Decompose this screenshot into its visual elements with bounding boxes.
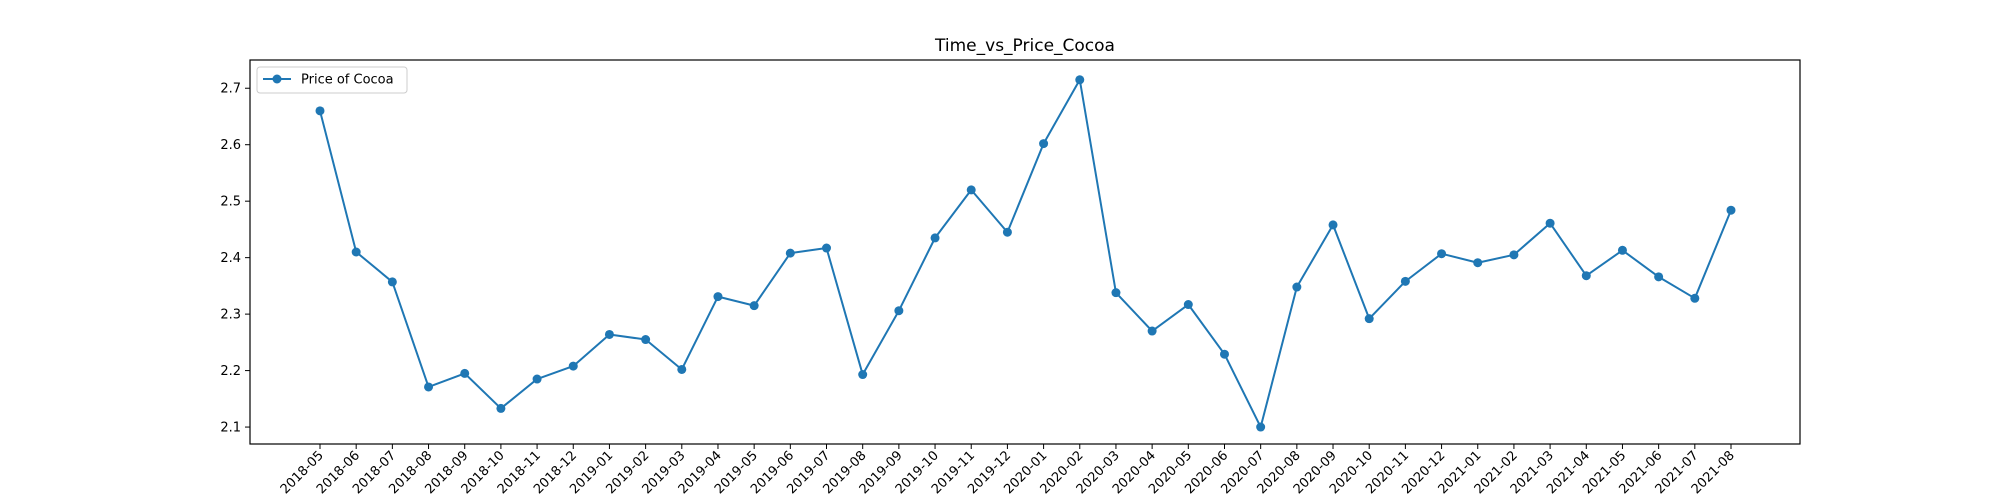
y-tick-label: 2.7: [220, 82, 241, 97]
y-tick-label: 2.1: [220, 421, 241, 436]
y-tick-label: 2.4: [220, 251, 241, 266]
data-point: [315, 106, 325, 116]
data-point: [1219, 349, 1229, 359]
data-point: [496, 403, 506, 413]
y-tick-label: 2.6: [220, 138, 241, 153]
chart-title: Time_vs_Price_Cocoa: [934, 36, 1115, 56]
plot-area-frame: [249, 59, 1801, 445]
data-point: [1292, 282, 1302, 292]
data-point: [1147, 326, 1157, 336]
data-point: [1364, 314, 1374, 324]
data-point: [930, 233, 940, 243]
data-point: [785, 248, 795, 258]
series-line-price-of-cocoa: [319, 78, 1732, 429]
data-point: [1002, 227, 1012, 237]
data-point: [568, 361, 578, 371]
data-point: [713, 292, 723, 302]
x-axis: 2018-052018-062018-072018-082018-092018-…: [278, 444, 1738, 497]
data-point: [894, 306, 904, 316]
series-markers: [315, 75, 1736, 432]
data-point: [1545, 218, 1555, 228]
y-tick-label: 2.3: [220, 308, 241, 323]
data-point: [1509, 250, 1519, 260]
data-point: [1690, 293, 1700, 303]
data-point: [424, 382, 434, 392]
legend-box: [256, 66, 408, 94]
data-point: [1328, 220, 1338, 230]
legend-label: Price of Cocoa: [301, 73, 394, 88]
data-point: [1075, 75, 1085, 85]
data-point: [387, 277, 397, 287]
data-point: [858, 370, 868, 380]
data-point: [1111, 288, 1121, 298]
y-tick-label: 2.5: [220, 195, 241, 210]
data-point: [1617, 245, 1627, 255]
data-point: [1039, 139, 1049, 149]
data-point: [1726, 205, 1736, 215]
legend-marker-swatch: [272, 74, 282, 84]
data-point: [749, 301, 759, 311]
data-point: [1581, 271, 1591, 281]
data-point: [641, 335, 651, 345]
data-point: [460, 368, 470, 378]
data-point: [1400, 276, 1410, 286]
legend: Price of Cocoa: [256, 66, 408, 94]
y-axis: 2.1 2.2 2.3 2.4 2.5 2.6 2.7: [220, 82, 250, 436]
data-point: [1437, 249, 1447, 259]
y-tick-label: 2.2: [220, 364, 241, 379]
data-point: [677, 364, 687, 374]
data-point: [351, 247, 361, 257]
data-point: [1256, 422, 1266, 432]
data-point: [1183, 300, 1193, 310]
data-point: [604, 329, 614, 339]
data-point: [966, 185, 976, 195]
data-point: [1654, 272, 1664, 282]
data-point: [822, 243, 832, 253]
data-point: [532, 374, 542, 384]
data-point: [1473, 258, 1483, 268]
